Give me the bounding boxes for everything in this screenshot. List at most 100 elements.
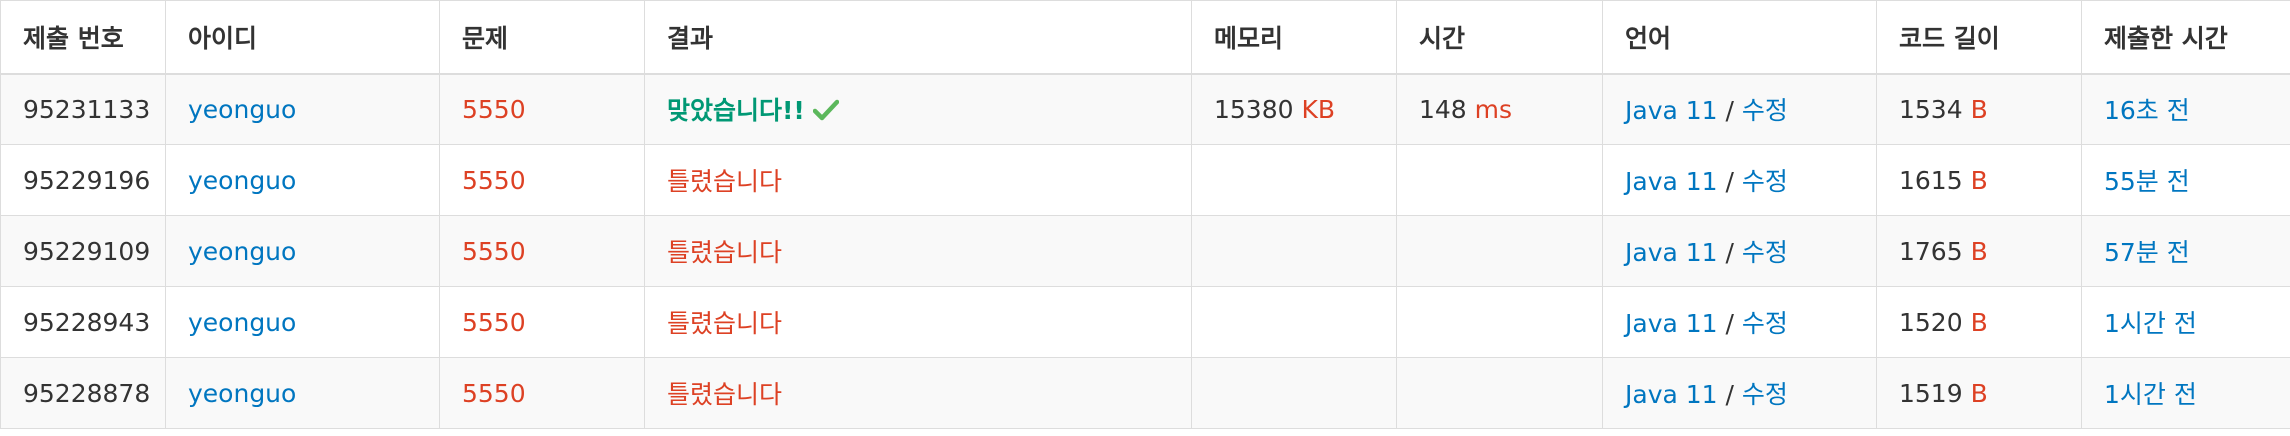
result-wrong: 틀렸습니다 (667, 238, 783, 267)
user-cell: yeonguo (165, 286, 440, 358)
result-cell: 틀렸습니다 (644, 357, 1192, 429)
submission-id: 95229109 (0, 215, 166, 287)
user-link[interactable]: yeonguo (188, 236, 297, 266)
separator: / (1717, 96, 1742, 126)
user-cell: yeonguo (165, 144, 440, 216)
code-length-cell: 1534 B (1876, 73, 2082, 145)
table-row: 95229109 yeonguo 5550 틀렸습니다 Java 11 / 수정… (0, 215, 2290, 287)
result-cell: 틀렸습니다 (644, 215, 1192, 287)
submission-id: 95228943 (0, 286, 166, 358)
table-header: 제출 번호 아이디 문제 결과 메모리 시간 언어 코드 길이 제출한 시간 (0, 0, 2290, 75)
code-length-value: 1765 (1899, 236, 1963, 266)
code-length-value: 1519 (1899, 378, 1963, 408)
problem-link[interactable]: 5550 (462, 236, 526, 266)
separator: / (1717, 380, 1742, 409)
result-cell: 틀렸습니다 (644, 144, 1192, 216)
submission-id: 95228878 (0, 357, 166, 429)
submitted-at-link[interactable]: 55분 전 (2104, 167, 2190, 196)
submission-id: 95231133 (0, 73, 166, 145)
problem-link[interactable]: 5550 (462, 307, 526, 337)
user-cell: yeonguo (165, 73, 440, 145)
submitted-at-link[interactable]: 57분 전 (2104, 238, 2190, 267)
problem-link[interactable]: 5550 (462, 94, 526, 124)
problem-cell: 5550 (439, 144, 645, 216)
user-link[interactable]: yeonguo (188, 307, 297, 337)
submitted-at-cell: 57분 전 (2081, 215, 2290, 287)
problem-link[interactable]: 5550 (462, 165, 526, 195)
edit-link[interactable]: 수정 (1741, 380, 1788, 409)
code-length-unit: B (1970, 165, 1988, 195)
problem-cell: 5550 (439, 357, 645, 429)
time-cell (1396, 144, 1603, 216)
result-cell: 맞았습니다!! (644, 73, 1192, 145)
header-problem: 문제 (439, 0, 645, 75)
code-length-value: 1615 (1899, 165, 1963, 195)
submitted-at-cell: 16초 전 (2081, 73, 2290, 145)
problem-link[interactable]: 5550 (462, 378, 526, 408)
check-icon (812, 100, 839, 121)
time-cell: 148 ms (1396, 73, 1603, 145)
result-wrong: 틀렸습니다 (667, 309, 783, 338)
language-cell: Java 11 / 수정 (1602, 286, 1877, 358)
code-length-value: 1520 (1899, 307, 1963, 337)
separator: / (1717, 309, 1742, 338)
language-link[interactable]: Java 11 (1625, 167, 1718, 196)
table-row: 95231133 yeonguo 5550 맞았습니다!! 15380 KB 1… (0, 73, 2290, 145)
language-link[interactable]: Java 11 (1625, 238, 1718, 267)
edit-link[interactable]: 수정 (1741, 167, 1788, 196)
language-link[interactable]: Java 11 (1625, 96, 1718, 126)
user-link[interactable]: yeonguo (188, 378, 297, 408)
user-link[interactable]: yeonguo (188, 165, 297, 195)
code-length-value: 1534 (1899, 94, 1963, 124)
result-wrong: 틀렸습니다 (667, 167, 783, 196)
edit-link[interactable]: 수정 (1741, 96, 1788, 126)
memory-value: 15380 (1214, 94, 1294, 124)
header-submission-id: 제출 번호 (0, 0, 166, 75)
memory-cell: 15380 KB (1191, 73, 1397, 145)
header-submitted-at: 제출한 시간 (2081, 0, 2290, 75)
code-length-cell: 1520 B (1876, 286, 2082, 358)
memory-cell (1191, 215, 1397, 287)
user-cell: yeonguo (165, 215, 440, 287)
code-length-cell: 1615 B (1876, 144, 2082, 216)
result-wrong: 틀렸습니다 (667, 380, 783, 409)
edit-link[interactable]: 수정 (1741, 309, 1788, 338)
code-length-unit: B (1970, 307, 1988, 337)
user-link[interactable]: yeonguo (188, 94, 297, 124)
separator: / (1717, 167, 1742, 196)
result-accepted: 맞았습니다!! (667, 96, 805, 126)
header-memory: 메모리 (1191, 0, 1397, 75)
language-link[interactable]: Java 11 (1625, 380, 1718, 409)
submitted-at-cell: 1시간 전 (2081, 286, 2290, 358)
result-cell: 틀렸습니다 (644, 286, 1192, 358)
submitted-at-cell: 55분 전 (2081, 144, 2290, 216)
language-cell: Java 11 / 수정 (1602, 357, 1877, 429)
language-cell: Java 11 / 수정 (1602, 144, 1877, 216)
submitted-at-link[interactable]: 1시간 전 (2104, 309, 2197, 338)
problem-cell: 5550 (439, 73, 645, 145)
time-cell (1396, 215, 1603, 287)
code-length-unit: B (1970, 94, 1988, 124)
submitted-at-link[interactable]: 16초 전 (2104, 96, 2190, 126)
memory-cell (1191, 286, 1397, 358)
table-row: 95229196 yeonguo 5550 틀렸습니다 Java 11 / 수정… (0, 144, 2290, 216)
memory-cell (1191, 144, 1397, 216)
time-cell (1396, 286, 1603, 358)
memory-cell (1191, 357, 1397, 429)
time-unit: ms (1474, 94, 1513, 124)
edit-link[interactable]: 수정 (1741, 238, 1788, 267)
language-link[interactable]: Java 11 (1625, 309, 1718, 338)
submitted-at-link[interactable]: 1시간 전 (2104, 380, 2197, 409)
header-result: 결과 (644, 0, 1192, 75)
language-cell: Java 11 / 수정 (1602, 73, 1877, 145)
user-cell: yeonguo (165, 357, 440, 429)
header-row: 제출 번호 아이디 문제 결과 메모리 시간 언어 코드 길이 제출한 시간 (0, 0, 2290, 75)
language-cell: Java 11 / 수정 (1602, 215, 1877, 287)
code-length-cell: 1519 B (1876, 357, 2082, 429)
table-body: 95231133 yeonguo 5550 맞았습니다!! 15380 KB 1… (0, 73, 2290, 429)
separator: / (1717, 238, 1742, 267)
header-language: 언어 (1602, 0, 1877, 75)
submitted-at-cell: 1시간 전 (2081, 357, 2290, 429)
header-code-length: 코드 길이 (1876, 0, 2082, 75)
